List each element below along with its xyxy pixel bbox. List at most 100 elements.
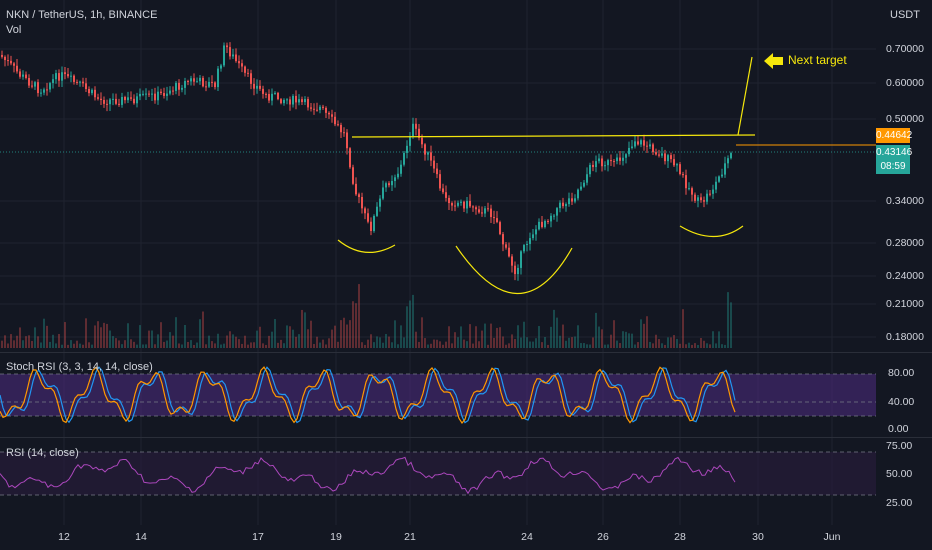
- candle-body: [85, 83, 87, 90]
- next-target-label: Next target: [788, 53, 847, 67]
- volume-bar: [295, 336, 297, 348]
- volume-bar: [694, 343, 696, 348]
- price-tick: 0.70000: [886, 43, 924, 55]
- countdown-tag: 08:59: [876, 159, 910, 174]
- vol-indicator-label[interactable]: Vol: [6, 24, 22, 36]
- volume-bar: [370, 334, 372, 348]
- stoch-tick: 80.00: [888, 367, 915, 379]
- volume-bar: [355, 303, 357, 348]
- volume-bar: [724, 344, 726, 348]
- candle-body: [709, 193, 711, 195]
- volume-bar: [328, 338, 330, 348]
- candle-body: [496, 218, 498, 223]
- pane-separator-2[interactable]: [0, 437, 932, 438]
- candle-body: [526, 243, 528, 246]
- candle-body: [688, 188, 690, 190]
- candle-body: [199, 77, 201, 82]
- volume-bar: [685, 344, 687, 348]
- candle-body: [253, 83, 255, 89]
- volume-bar: [511, 334, 513, 348]
- volume-bar: [709, 344, 711, 348]
- volume-bar: [529, 341, 531, 348]
- volume-bar: [331, 329, 333, 348]
- candle-body: [427, 152, 429, 155]
- candle-body: [718, 176, 720, 182]
- volume-bar: [703, 340, 705, 348]
- currency-label[interactable]: USDT: [890, 9, 920, 21]
- volume-bar: [475, 326, 477, 348]
- candle-body: [565, 204, 567, 207]
- candle-body: [4, 56, 6, 61]
- candle-body: [454, 205, 456, 207]
- volume-bar: [28, 335, 30, 348]
- volume-bar: [346, 324, 348, 348]
- volume-bar: [445, 341, 447, 348]
- candle-body: [223, 45, 225, 66]
- rsi-tick: 50.00: [886, 468, 913, 480]
- volume-bar: [103, 322, 105, 348]
- volume-bar: [448, 326, 450, 348]
- candle-body: [397, 173, 399, 178]
- candle-body: [430, 152, 432, 161]
- candle-body: [76, 81, 78, 83]
- volume-bar: [100, 327, 102, 348]
- candle-body: [418, 128, 420, 138]
- candle-body: [247, 72, 249, 74]
- volume-bar: [130, 339, 132, 348]
- volume-bar: [484, 323, 486, 348]
- volume-bar: [652, 343, 654, 348]
- volume-bar: [121, 344, 123, 348]
- volume-bar: [409, 300, 411, 348]
- volume-bar: [148, 330, 150, 348]
- candle-body: [40, 92, 42, 94]
- candle-body: [445, 192, 447, 198]
- candle-body: [544, 220, 546, 228]
- candle-body: [124, 97, 126, 101]
- volume-bar: [640, 319, 642, 348]
- candle-body: [232, 54, 234, 57]
- volume-bar: [382, 342, 384, 348]
- volume-bar: [457, 337, 459, 348]
- rsi-label[interactable]: RSI (14, close): [6, 447, 79, 459]
- candle-body: [55, 73, 57, 80]
- volume-bar: [622, 331, 624, 348]
- candle-body: [352, 167, 354, 184]
- target-projection-line: [737, 56, 753, 136]
- candle-body: [61, 72, 63, 81]
- price-tick: 0.18000: [886, 331, 924, 343]
- volume-bar: [226, 335, 228, 348]
- candle-body: [49, 83, 51, 90]
- stoch-rsi-label[interactable]: Stoch RSI (3, 3, 14, 14, close): [6, 361, 153, 373]
- candle-body: [523, 245, 525, 252]
- volume-bar: [460, 326, 462, 348]
- volume-bar: [142, 344, 144, 348]
- candle-body: [598, 158, 600, 162]
- volume-bar: [127, 323, 129, 348]
- volume-bar: [271, 331, 273, 348]
- volume-bar: [184, 324, 186, 348]
- volume-bar: [400, 325, 402, 348]
- volume-bar: [721, 344, 723, 348]
- candle-body: [676, 164, 678, 166]
- candle-body: [103, 99, 105, 104]
- volume-bar: [697, 344, 699, 348]
- candle-body: [331, 114, 333, 117]
- candle-body: [433, 160, 435, 169]
- candle-body: [43, 89, 45, 93]
- volume-bar: [616, 340, 618, 348]
- candle-body: [712, 189, 714, 194]
- volume-bar: [283, 343, 285, 348]
- volume-bar: [532, 341, 534, 348]
- candle-body: [517, 267, 519, 275]
- target-price-tag: 0.44642: [876, 128, 913, 143]
- pane-separator-1[interactable]: [0, 352, 932, 353]
- volume-bar: [289, 326, 291, 348]
- volume-bar: [574, 336, 576, 348]
- volume-bar: [199, 319, 201, 348]
- volume-bar: [325, 344, 327, 348]
- symbol-title[interactable]: NKN / TetherUS, 1h, BINANCE: [6, 9, 158, 21]
- candle-body: [601, 158, 603, 167]
- candle-body: [259, 85, 261, 89]
